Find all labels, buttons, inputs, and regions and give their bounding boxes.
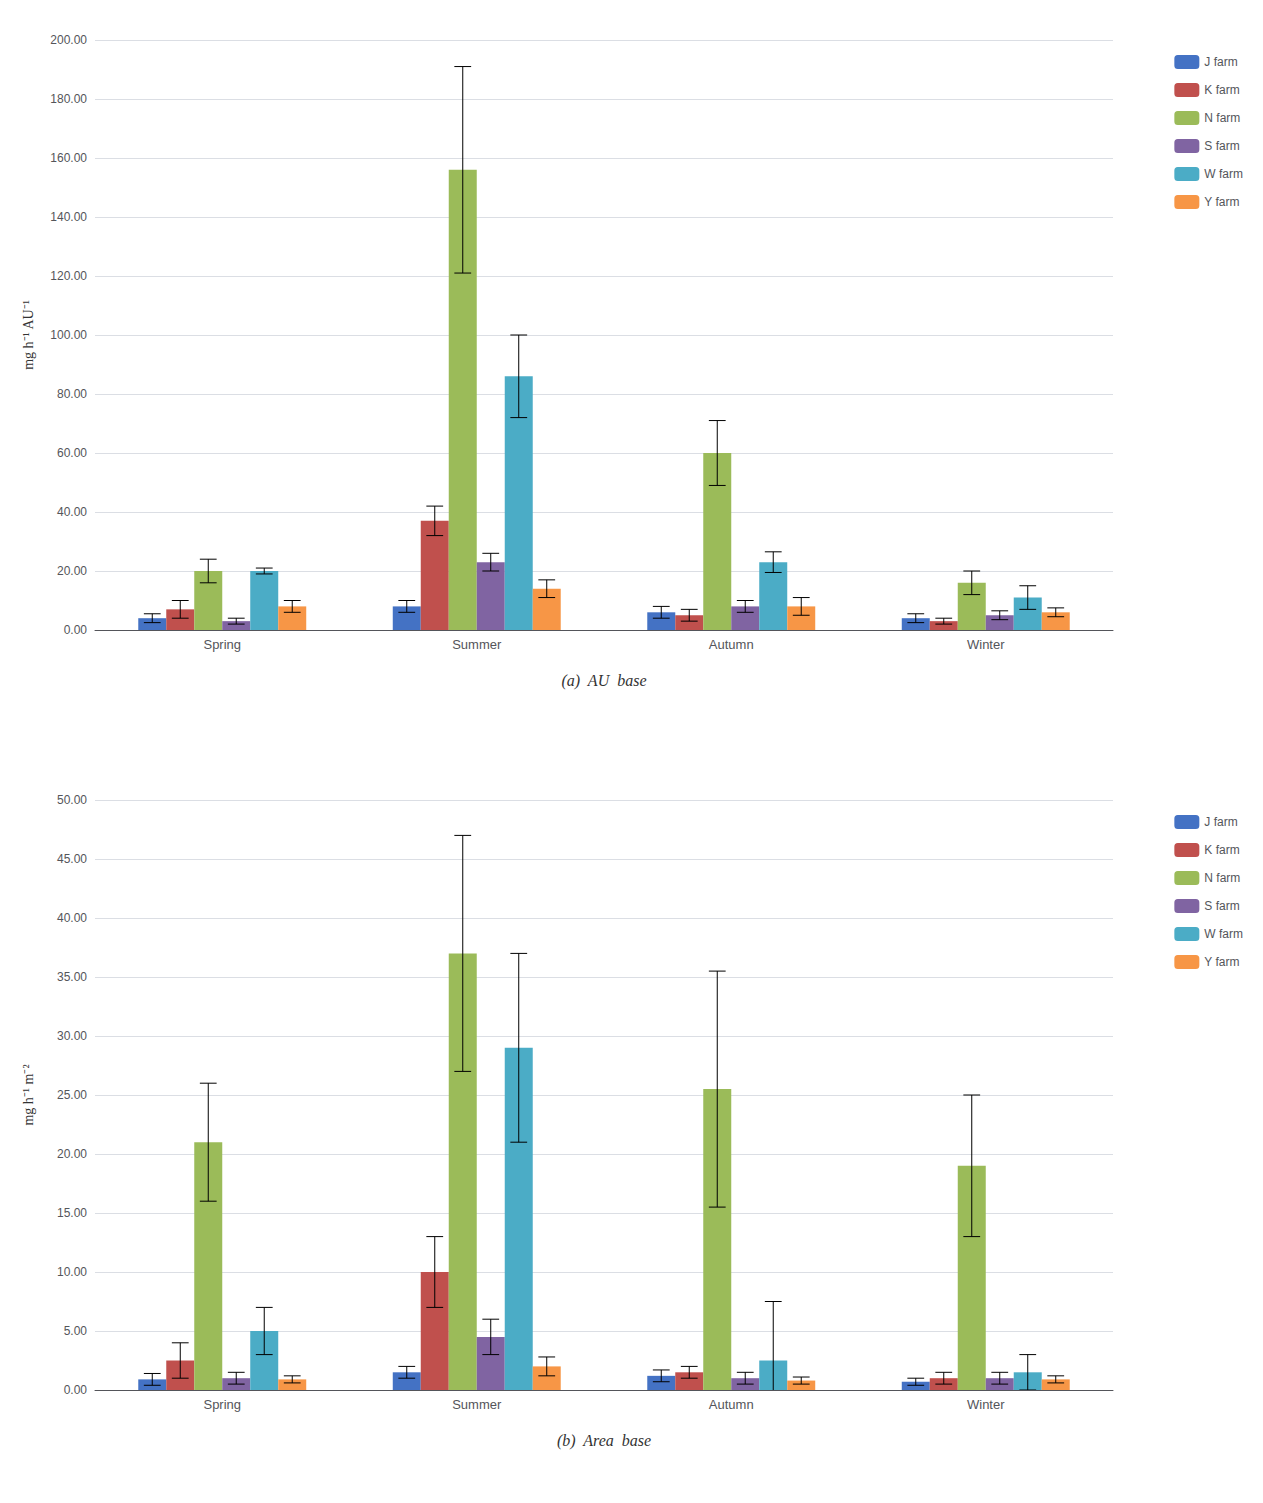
svg-text:50.00: 50.00	[57, 793, 87, 807]
svg-text:K farm: K farm	[1204, 843, 1239, 857]
svg-text:10.00: 10.00	[57, 1265, 87, 1279]
svg-text:180.00: 180.00	[50, 92, 87, 106]
svg-text:W farm: W farm	[1204, 167, 1243, 181]
svg-text:200.00: 200.00	[50, 33, 87, 47]
svg-text:Spring: Spring	[203, 1397, 241, 1412]
svg-text:J farm: J farm	[1204, 815, 1237, 829]
svg-text:45.00: 45.00	[57, 852, 87, 866]
svg-text:(a) AU base: (a) AU base	[561, 672, 646, 690]
svg-text:15.00: 15.00	[57, 1206, 87, 1220]
svg-text:35.00: 35.00	[57, 970, 87, 984]
svg-text:Spring: Spring	[203, 637, 241, 652]
svg-text:K farm: K farm	[1204, 83, 1239, 97]
svg-text:N farm: N farm	[1204, 871, 1240, 885]
svg-text:30.00: 30.00	[57, 1029, 87, 1043]
svg-text:mg h⁻¹ AU⁻¹: mg h⁻¹ AU⁻¹	[21, 300, 36, 370]
svg-text:40.00: 40.00	[57, 911, 87, 925]
svg-text:120.00: 120.00	[50, 269, 87, 283]
svg-text:N farm: N farm	[1204, 111, 1240, 125]
svg-text:Autumn: Autumn	[709, 1397, 754, 1412]
svg-text:S farm: S farm	[1204, 899, 1239, 913]
svg-text:0.00: 0.00	[64, 1383, 88, 1397]
svg-text:100.00: 100.00	[50, 328, 87, 342]
svg-text:Winter: Winter	[967, 1397, 1005, 1412]
svg-text:Summer: Summer	[452, 637, 502, 652]
svg-text:Autumn: Autumn	[709, 637, 754, 652]
svg-text:W farm: W farm	[1204, 927, 1243, 941]
svg-text:25.00: 25.00	[57, 1088, 87, 1102]
svg-text:20.00: 20.00	[57, 564, 87, 578]
svg-text:80.00: 80.00	[57, 387, 87, 401]
svg-text:40.00: 40.00	[57, 505, 87, 519]
svg-text:S farm: S farm	[1204, 139, 1239, 153]
svg-text:140.00: 140.00	[50, 210, 87, 224]
svg-text:J farm: J farm	[1204, 55, 1237, 69]
svg-text:5.00: 5.00	[64, 1324, 88, 1338]
svg-text:Winter: Winter	[967, 637, 1005, 652]
svg-text:0.00: 0.00	[64, 623, 88, 637]
svg-text:Y farm: Y farm	[1204, 195, 1239, 209]
svg-text:160.00: 160.00	[50, 151, 87, 165]
svg-text:20.00: 20.00	[57, 1147, 87, 1161]
svg-text:60.00: 60.00	[57, 446, 87, 460]
svg-text:(b) Area base: (b) Area base	[557, 1432, 651, 1450]
svg-text:Y farm: Y farm	[1204, 955, 1239, 969]
svg-text:mg h⁻¹ m⁻²: mg h⁻¹ m⁻²	[21, 1064, 36, 1125]
svg-text:Summer: Summer	[452, 1397, 502, 1412]
